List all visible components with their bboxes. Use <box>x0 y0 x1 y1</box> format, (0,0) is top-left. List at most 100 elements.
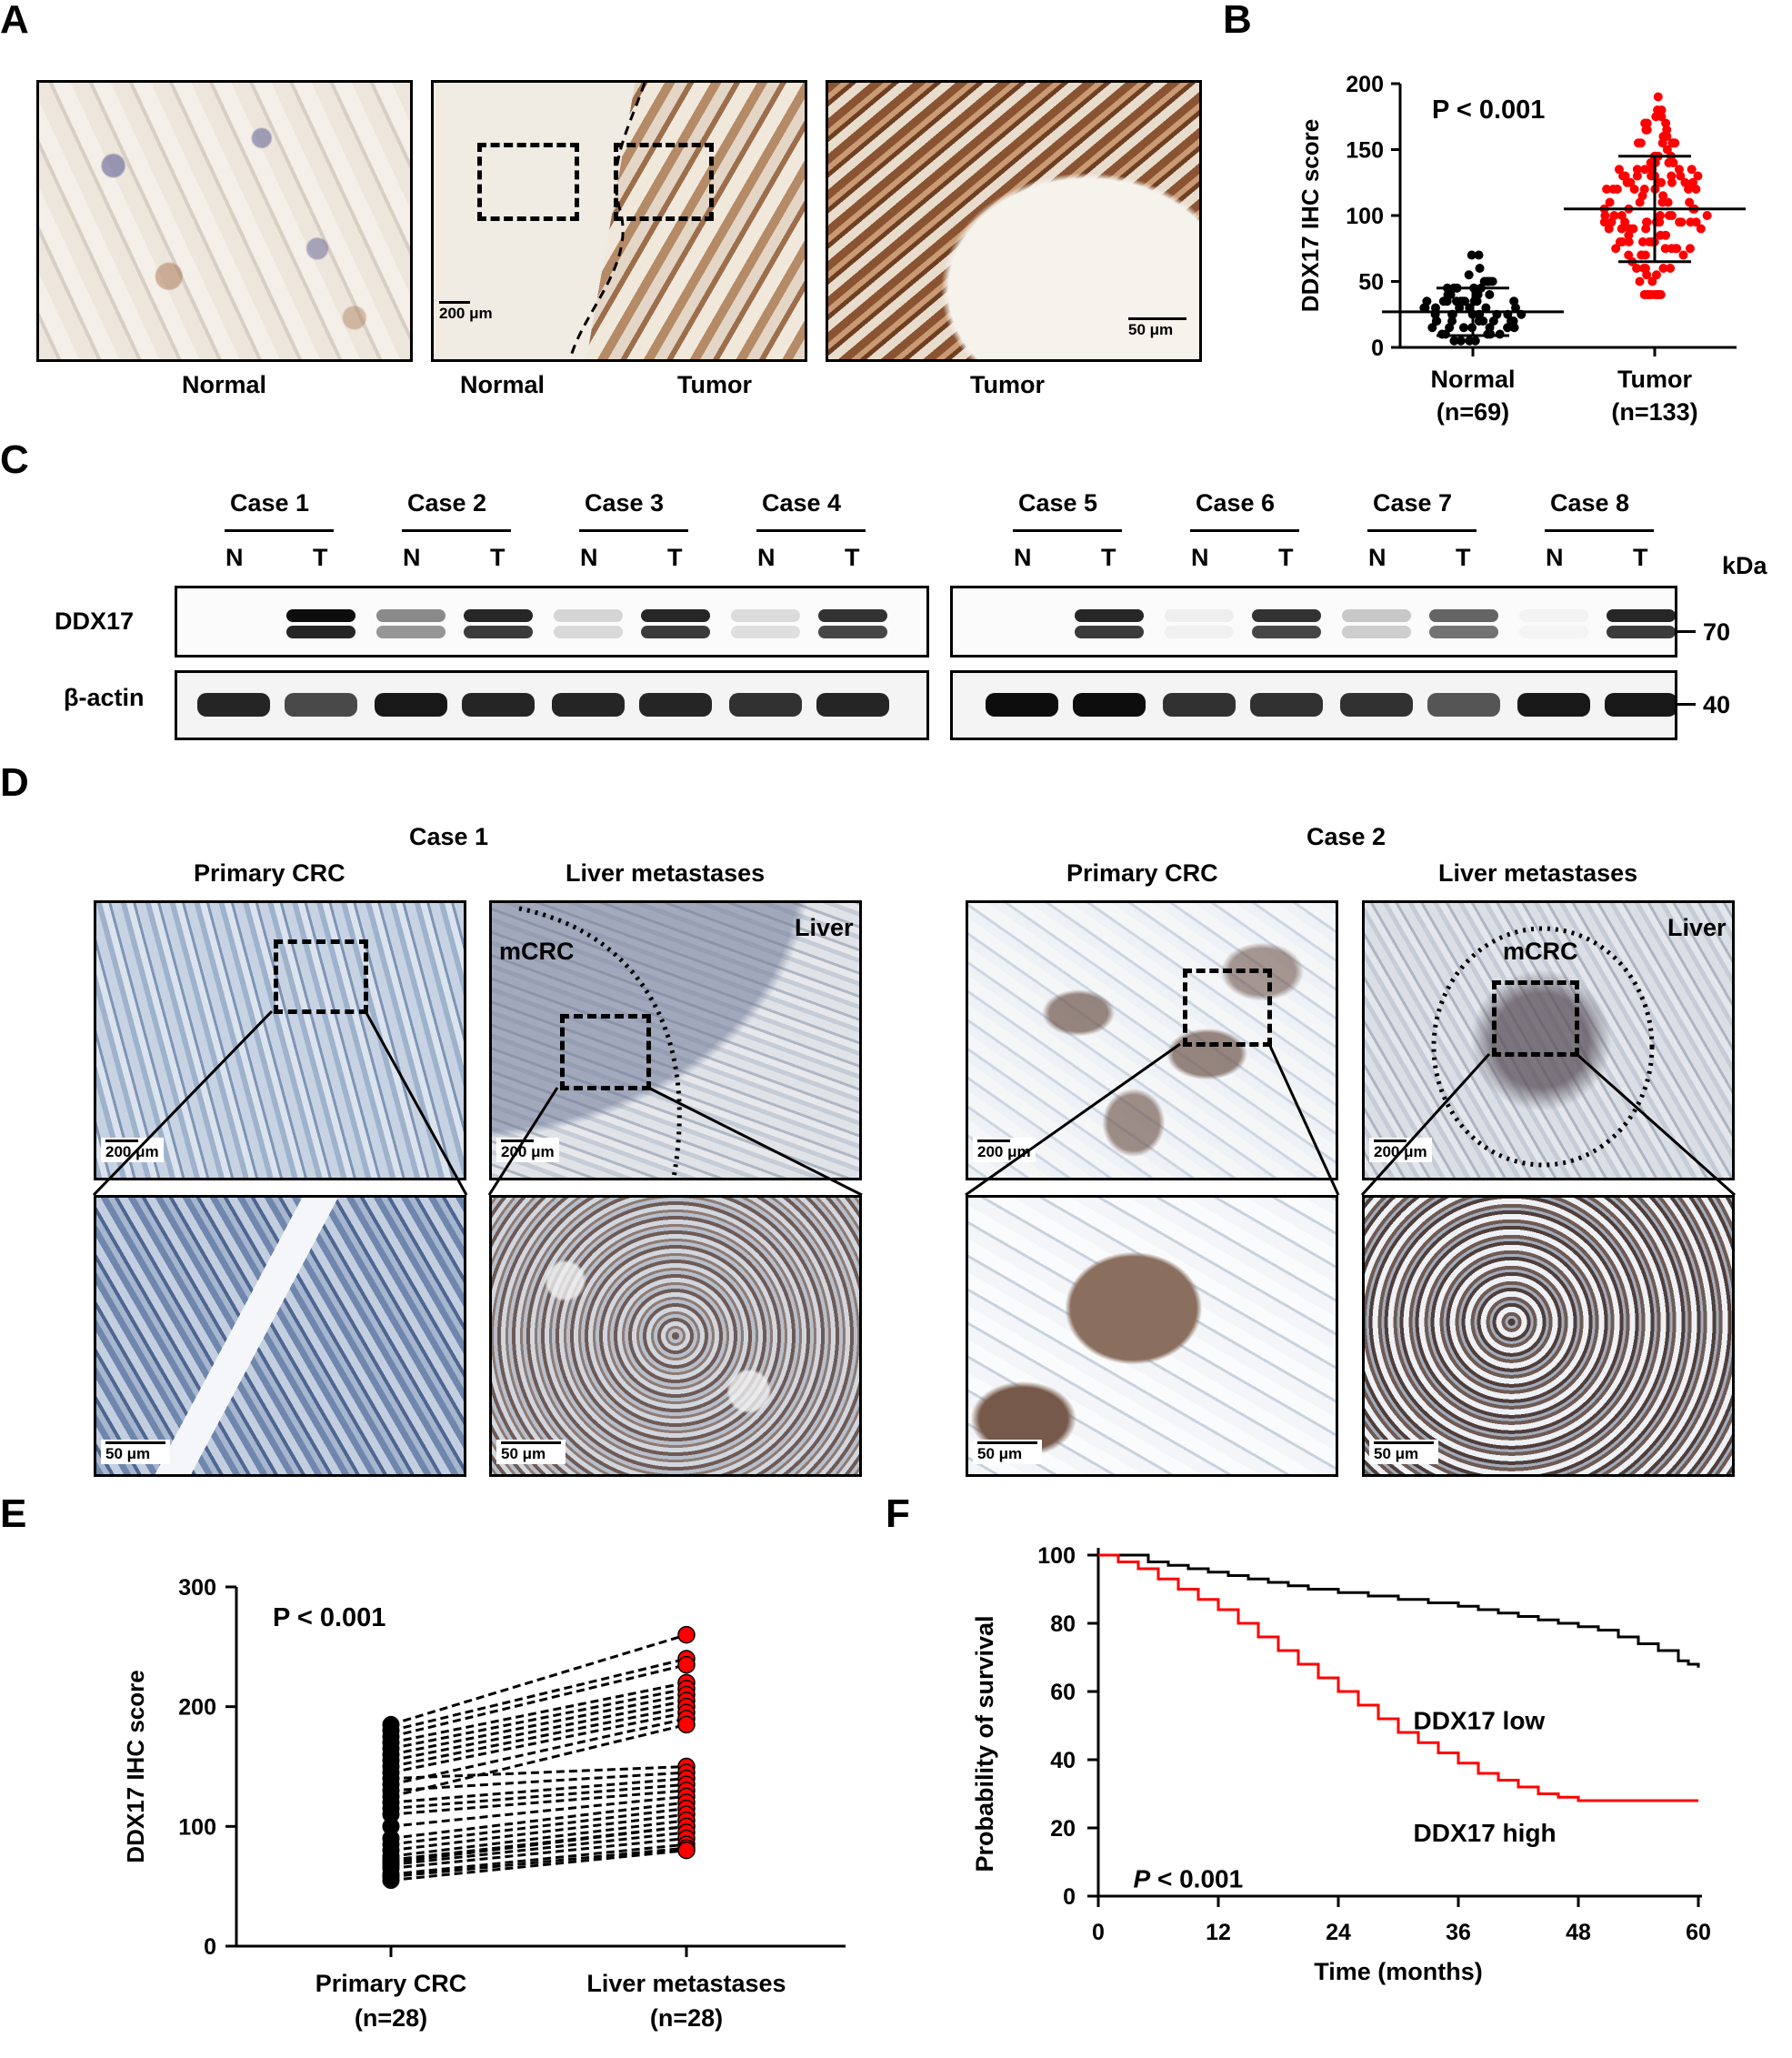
b-data-point <box>1431 316 1441 326</box>
label-mcrc-case1: mCRC <box>499 938 575 965</box>
lane-label-t: T <box>667 544 683 571</box>
ddx17-band-upper <box>641 609 710 622</box>
e-pair-line <box>390 1657 687 1732</box>
b-data-point <box>1656 211 1666 220</box>
scale-bar-50um-d4: 50 μm <box>1369 1440 1438 1464</box>
b-data-point <box>1687 165 1697 175</box>
f-curve-ddx17-low <box>1098 1553 1700 1668</box>
case-underline-6 <box>1190 529 1299 532</box>
ddx17-band-upper <box>464 609 533 622</box>
b-data-point <box>1447 316 1457 326</box>
ihc-image-normal <box>36 80 413 362</box>
e-pair-line <box>390 1777 687 1804</box>
e-pair-line <box>390 1782 687 1811</box>
ddx17-band-upper <box>818 609 887 622</box>
b-y-tick-label: 50 <box>1358 270 1384 296</box>
f-x-tick-label: 12 <box>1206 1920 1231 1945</box>
e-x-tick-label: Liver metastases <box>586 1970 786 1997</box>
panel-e-chart: 0 100 200 300 DDX17 IHC score P < 0.001 Primar… <box>122 1575 846 2032</box>
e-pair-line <box>390 1681 687 1744</box>
ihc-case2-primary-low: 200 μm <box>966 900 1338 1180</box>
mw-tick-40 <box>1676 703 1696 706</box>
b-data-point <box>1509 323 1519 333</box>
b-data-point <box>1632 171 1642 181</box>
b-x-tick-label-n: (n=69) <box>1437 398 1509 426</box>
scale-bar-200um-a: 200 μm <box>439 301 493 323</box>
zoom-box-case1-primary <box>274 939 368 1014</box>
f-legend-ddx17-low: DDX17 low <box>1414 1706 1546 1734</box>
lane-label-n: N <box>1014 544 1032 571</box>
actin-band <box>639 693 712 717</box>
lane-label-t: T <box>845 544 860 571</box>
ddx17-band-upper <box>376 609 445 622</box>
ihc-case1-primary-low: 200 μm <box>94 900 466 1180</box>
actin-band <box>462 693 535 717</box>
b-x-tick-label: Tumor <box>1617 366 1692 393</box>
b-data-point <box>1635 197 1645 207</box>
label-tumor-a2: Tumor <box>677 371 752 398</box>
b-data-point <box>1658 191 1668 201</box>
actin-band <box>1250 693 1323 717</box>
ihc-case2-primary-high: 50 μm <box>966 1195 1338 1477</box>
ddx17-band-lower <box>554 626 623 638</box>
f-y-tick-label: 100 <box>1037 1543 1076 1569</box>
b-data-point <box>1656 230 1666 240</box>
label-normal-a1: Normal <box>182 371 267 398</box>
b-data-point <box>1646 158 1656 167</box>
case2-primary-label: Primary CRC <box>1066 859 1218 887</box>
f-y-axis-label: Probability of survival <box>971 1615 998 1872</box>
ddx17-band-upper <box>286 609 355 622</box>
b-data-point <box>1470 336 1480 346</box>
b-data-point <box>1632 264 1642 273</box>
scale-bar-50um-d2: 50 μm <box>496 1440 566 1464</box>
b-data-point <box>1487 276 1497 286</box>
f-curve-ddx17-high <box>1098 1553 1698 1802</box>
e-pair-line <box>390 1789 687 1816</box>
b-data-point <box>1419 303 1429 313</box>
case-label-6: Case 6 <box>1196 489 1276 517</box>
mcrc-boundary-case2 <box>1431 926 1655 1168</box>
b-data-point <box>1488 316 1498 326</box>
b-data-point <box>1685 244 1695 254</box>
ddx17-band-lower <box>1429 626 1498 638</box>
scale-bar-50um-a: 50 μm <box>1128 317 1186 339</box>
panel-letter-a: A <box>0 0 29 42</box>
b-data-point <box>1632 165 1642 175</box>
case1-title: Case 1 <box>409 823 489 850</box>
b-data-point <box>1653 105 1663 115</box>
ddx17-band-upper <box>1075 609 1144 622</box>
ddx17-band-upper <box>1342 609 1411 622</box>
e-y-axis-label: DDX17 IHC score <box>122 1670 149 1862</box>
scale-bar-50um-d1: 50 μm <box>101 1440 170 1464</box>
e-pair-line <box>390 1663 687 1739</box>
b-data-point <box>1639 185 1649 194</box>
e-y-tick-label: 200 <box>178 1695 216 1721</box>
b-y-tick-label: 0 <box>1371 336 1384 361</box>
f-annotation: P < 0.001 <box>1134 1865 1244 1893</box>
panel-letter-c: C <box>0 437 29 482</box>
actin-band <box>375 693 447 717</box>
b-y-axis-label: DDX17 IHC score <box>1296 119 1324 312</box>
scale-bar-200um-d3: 200 μm <box>973 1138 1036 1162</box>
b-y-tick-label: 150 <box>1346 138 1384 164</box>
b-data-point <box>1474 250 1484 260</box>
b-data-point <box>1642 217 1652 227</box>
ddx17-band-lower <box>818 626 887 638</box>
f-y-tick-label: 20 <box>1050 1816 1076 1842</box>
tumor-boundary-line <box>568 83 646 359</box>
lane-label-t: T <box>1101 544 1116 571</box>
scale-bar-50um-d3: 50 μm <box>973 1440 1042 1464</box>
b-data-point <box>1615 237 1625 246</box>
b-data-point <box>1481 303 1491 313</box>
e-pair-line <box>390 1765 687 1781</box>
label-liver-case1: Liver <box>795 914 854 941</box>
b-data-point <box>1464 270 1474 280</box>
case-label-7: Case 7 <box>1373 489 1453 517</box>
actin-band <box>285 693 357 717</box>
b-data-point <box>1629 185 1639 194</box>
e-pair-line <box>390 1794 687 1828</box>
e-y-tick-label: 100 <box>178 1814 216 1840</box>
ihc-case2-liver-high: 50 μm <box>1362 1195 1735 1477</box>
case1-primary-label: Primary CRC <box>194 859 345 887</box>
b-data-point <box>1451 296 1461 306</box>
